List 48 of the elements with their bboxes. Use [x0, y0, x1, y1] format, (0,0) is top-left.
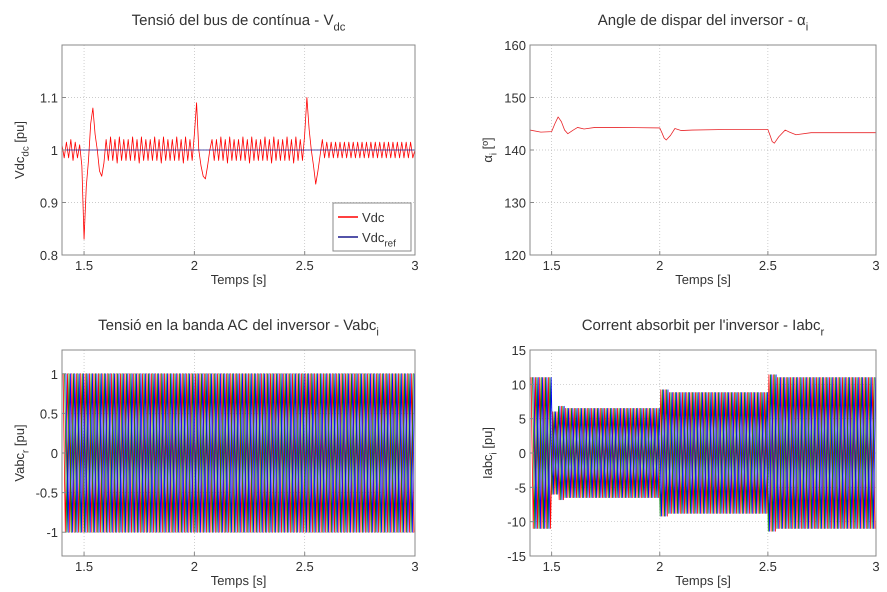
line-series — [530, 116, 876, 144]
y-tick-label: 5 — [518, 412, 526, 427]
x-tick-label: 2.5 — [758, 559, 777, 574]
x-tick-label: 3 — [872, 559, 880, 574]
y-tick-label: 140 — [504, 143, 526, 158]
y-tick-label: 0.8 — [40, 248, 58, 263]
x-axis-title: Temps [s] — [210, 573, 266, 588]
x-tick-label: 2 — [190, 559, 198, 574]
legend-label: Vdc — [362, 210, 385, 225]
x-tick-label: 1.5 — [75, 258, 94, 273]
chart-title: Corrent absorbit per l'inversor - Iabc$_{r}$ — [582, 317, 825, 338]
y-tick-label: -15 — [507, 549, 526, 564]
y-tick-label: -0.5 — [36, 486, 58, 501]
x-tick-label: 2 — [190, 258, 198, 273]
x-tick-label: 3 — [872, 258, 880, 273]
x-axis-title: Temps [s] — [675, 573, 731, 588]
x-tick-label: 2 — [656, 258, 664, 273]
x-tick-label: 2.5 — [296, 258, 314, 273]
legend-label: Vdc$_{ref}$ — [362, 230, 396, 250]
y-tick-label: 120 — [504, 248, 526, 263]
x-tick-label: 1.5 — [542, 559, 561, 574]
x-tick-label: 1.5 — [542, 258, 561, 273]
x-tick-label: 3 — [411, 258, 419, 273]
y-tick-label: -10 — [507, 514, 526, 530]
x-axis-title: Temps [s] — [210, 272, 266, 287]
y-tick-label: 130 — [504, 196, 526, 210]
chart-title: Angle de dispar del inversor - α$_{i}$ — [598, 12, 808, 34]
x-tick-label: 3 — [411, 559, 419, 574]
x-tick-label: 2.5 — [758, 258, 777, 273]
y-tick-label: 0 — [50, 446, 58, 461]
x-tick-label: 2.5 — [296, 559, 314, 574]
y-tick-label: 1 — [50, 143, 58, 158]
y-tick-label: 1 — [50, 366, 58, 382]
chart-title: Tensió del bus de contínua - V$_{dc}$ — [132, 12, 346, 34]
y-tick-label: 150 — [504, 90, 526, 106]
y-tick-label: 15 — [512, 343, 526, 358]
x-tick-label: 1.5 — [75, 559, 94, 574]
y-tick-label: -5 — [514, 480, 526, 496]
x-axis-title: Temps [s] — [675, 272, 731, 287]
y-tick-label: 10 — [512, 377, 526, 392]
y-tick-label: -1 — [46, 525, 58, 540]
y-tick-label: 0.9 — [40, 196, 58, 210]
y-tick-label: 1.1 — [40, 90, 58, 106]
x-tick-label: 2 — [656, 559, 664, 574]
y-tick-label: 160 — [504, 38, 526, 53]
chart-title: Tensió en la banda AC del inversor - Vabc$_{i}$ — [98, 317, 379, 338]
y-tick-label: 0.5 — [40, 406, 58, 422]
y-tick-label: 0 — [518, 446, 526, 461]
